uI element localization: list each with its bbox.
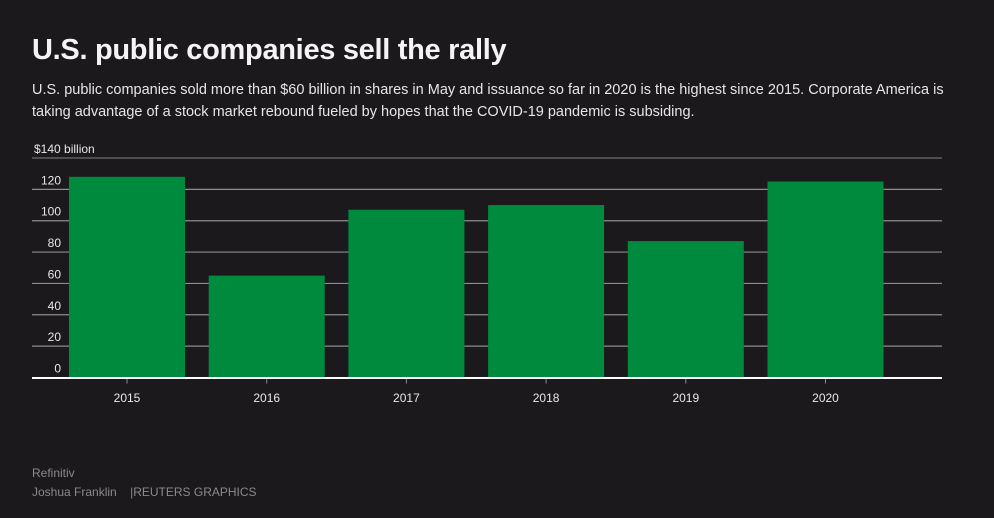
brand-label: REUTERS GRAPHICS <box>133 485 257 499</box>
bar-2016 <box>208 275 325 378</box>
credit-separator: | <box>130 485 134 499</box>
x-tick-label: 2017 <box>393 391 420 405</box>
x-tick-label: 2016 <box>253 391 280 405</box>
x-axis: 2015 2016 2017 2018 2019 2020 <box>32 377 942 405</box>
y-axis: 0 20 40 60 80 100 120 $140 billion <box>34 142 95 376</box>
y-tick-label: 20 <box>48 330 62 344</box>
x-tick-label: 2019 <box>672 391 699 405</box>
chart-title: U.S. public companies sell the rally <box>32 34 507 66</box>
credit-line: Joshua Franklin |REUTERS GRAPHICS <box>32 485 257 499</box>
bar-2015 <box>69 176 185 378</box>
y-tick-label: 120 <box>41 173 61 187</box>
chart-subtitle: U.S. public companies sold more than $60… <box>32 82 944 120</box>
bar-2019 <box>627 241 744 378</box>
y-tick-label: 100 <box>41 205 61 219</box>
x-tick-label: 2020 <box>812 391 839 405</box>
bar-chart: 0 20 40 60 80 100 120 $140 billion 2015 2016 2017… <box>32 142 942 405</box>
y-tick-label: 40 <box>48 299 62 313</box>
y-tick-label: 0 <box>54 362 61 376</box>
x-tick-label: 2018 <box>533 391 560 405</box>
bar-2018 <box>488 205 605 378</box>
author-name: Joshua Franklin <box>32 485 117 499</box>
x-tick-label: 2015 <box>114 391 141 405</box>
bar-2017 <box>348 209 465 378</box>
bars <box>69 176 884 378</box>
y-tick-label: 80 <box>48 236 62 250</box>
source-note: Refinitiv <box>32 466 75 480</box>
y-tick-label: 60 <box>48 267 62 281</box>
bar-2020 <box>767 181 884 378</box>
y-tick-label: $140 billion <box>34 142 95 156</box>
